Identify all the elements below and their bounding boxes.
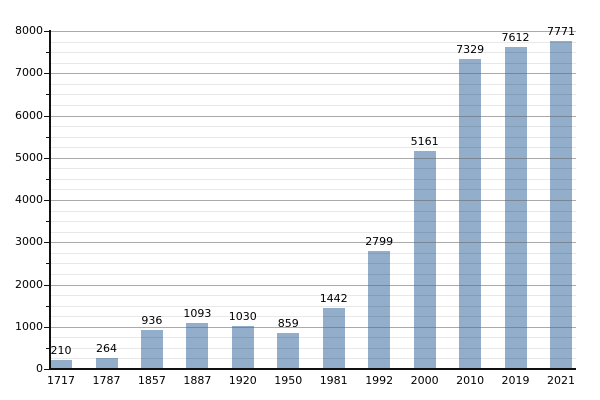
y-major-tick: [44, 115, 50, 117]
y-tick-label: 6000: [15, 108, 43, 122]
major-gridline: [50, 157, 576, 159]
bar-value-label: 1442: [319, 292, 348, 306]
y-tick-label: 5000: [15, 150, 43, 164]
major-gridline: [50, 326, 576, 328]
bar-value-label: 7771: [547, 24, 575, 38]
minor-gridline: [50, 252, 576, 254]
minor-gridline: [50, 231, 576, 233]
bar-value-label: 210: [50, 344, 72, 358]
minor-gridline: [50, 337, 576, 339]
y-minor-tick: [46, 263, 50, 265]
minor-gridline: [50, 210, 576, 212]
y-major-tick: [44, 326, 50, 328]
y-tick-label: 8000: [15, 24, 43, 37]
x-tick-label: 1857: [137, 374, 166, 387]
y-tick-label: 1000: [15, 319, 43, 333]
bar: [459, 59, 482, 369]
minor-gridline: [50, 221, 576, 223]
bar-value-label: 7612: [501, 31, 530, 45]
minor-gridline: [50, 94, 576, 96]
x-tick-label: 1920: [228, 374, 257, 387]
bar-value-label: 2799: [365, 234, 394, 248]
bar: [504, 47, 527, 369]
minor-gridline: [50, 189, 576, 191]
bar: [231, 325, 254, 369]
bar: [368, 250, 391, 369]
bar-value-label: 5161: [410, 134, 439, 148]
x-tick-label: 1992: [365, 374, 394, 387]
y-major-tick: [44, 73, 50, 75]
x-tick-label: 1887: [183, 374, 212, 387]
y-minor-tick: [46, 52, 50, 54]
minor-gridline: [50, 178, 576, 180]
y-major-tick: [44, 157, 50, 159]
x-tick-label: 2000: [410, 374, 439, 387]
y-tick-label: 2000: [15, 277, 43, 291]
x-tick-label: 1981: [319, 374, 348, 387]
major-gridline: [50, 284, 576, 286]
bar-value-label: 859: [277, 316, 299, 330]
minor-gridline: [50, 168, 576, 170]
y-minor-tick: [46, 94, 50, 96]
minor-gridline: [50, 62, 576, 64]
minor-gridline: [50, 147, 576, 149]
x-tick-label: 1950: [274, 374, 303, 387]
y-tick-label: 4000: [15, 193, 43, 206]
major-gridline: [50, 200, 576, 201]
minor-gridline: [50, 358, 576, 360]
y-tick-label: 0: [36, 362, 43, 375]
x-tick-label: 2019: [501, 374, 530, 387]
bar: [140, 329, 163, 369]
minor-gridline: [50, 83, 576, 85]
bar-value-label: 936: [141, 313, 163, 327]
bar: [550, 40, 572, 369]
major-gridline: [50, 31, 576, 32]
minor-gridline: [50, 136, 576, 138]
minor-gridline: [50, 347, 576, 349]
y-major-tick: [44, 284, 50, 286]
minor-gridline: [50, 295, 576, 297]
minor-gridline: [50, 263, 576, 265]
x-tick-label: 2021: [547, 374, 575, 387]
y-tick-label: 7000: [15, 66, 43, 80]
x-tick-label: 1787: [92, 374, 121, 387]
minor-gridline: [50, 41, 576, 43]
bar: [186, 322, 209, 369]
y-major-tick: [44, 31, 50, 32]
minor-gridline: [50, 104, 576, 106]
bar-value-label: 264: [96, 341, 117, 355]
y-major-tick: [44, 242, 50, 244]
major-gridline: [50, 242, 576, 244]
minor-gridline: [50, 305, 576, 307]
minor-gridline: [50, 316, 576, 318]
bar: [95, 357, 118, 369]
y-minor-tick: [46, 347, 50, 349]
y-minor-tick: [46, 136, 50, 138]
x-tick-label: 1717: [47, 374, 75, 387]
bar-value-label: 1093: [183, 306, 212, 320]
y-axis-line: [49, 30, 51, 370]
y-minor-tick: [46, 305, 50, 307]
bar: [277, 332, 300, 369]
bar-value-label: 7329: [456, 43, 485, 57]
bar: [50, 360, 72, 369]
minor-gridline: [50, 126, 576, 128]
y-major-tick: [44, 200, 50, 201]
minor-gridline: [50, 273, 576, 275]
y-minor-tick: [46, 221, 50, 223]
major-gridline: [50, 115, 576, 117]
x-axis-line: [49, 368, 576, 370]
y-minor-tick: [46, 178, 50, 180]
bar: [322, 308, 345, 369]
minor-gridline: [50, 52, 576, 54]
bar: [413, 150, 436, 369]
y-major-tick: [44, 369, 50, 370]
major-gridline: [50, 73, 576, 75]
y-tick-label: 3000: [15, 235, 43, 249]
x-tick-label: 2010: [456, 374, 485, 387]
bar-value-label: 1030: [228, 309, 257, 323]
